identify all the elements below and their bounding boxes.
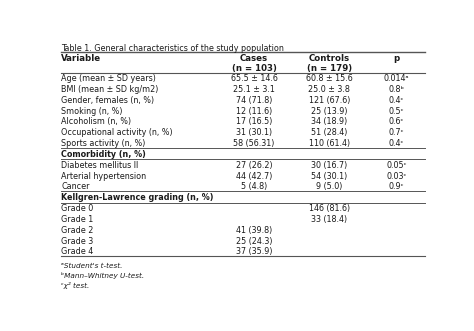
Text: 12 (11.6): 12 (11.6) [236, 107, 272, 116]
Text: 0.7ᶜ: 0.7ᶜ [389, 128, 404, 137]
Text: Occupational activity (n, %): Occupational activity (n, %) [61, 128, 173, 137]
Text: Comorbidity (n, %): Comorbidity (n, %) [61, 150, 146, 159]
Text: 60.8 ± 15.6: 60.8 ± 15.6 [306, 74, 353, 83]
Text: Alcoholism (n, %): Alcoholism (n, %) [61, 117, 131, 126]
Text: 25.0 ± 3.8: 25.0 ± 3.8 [308, 85, 350, 94]
Text: Sports activity (n, %): Sports activity (n, %) [61, 139, 146, 148]
Text: Grade 2: Grade 2 [61, 226, 93, 235]
Text: Cancer: Cancer [61, 182, 90, 191]
Text: 65.5 ± 14.6: 65.5 ± 14.6 [230, 74, 277, 83]
Text: Table 1. General characteristics of the study population: Table 1. General characteristics of the … [61, 44, 284, 53]
Text: 34 (18.9): 34 (18.9) [311, 117, 347, 126]
Text: Arterial hypertension: Arterial hypertension [61, 171, 146, 181]
Text: 17 (16.5): 17 (16.5) [236, 117, 272, 126]
Text: 51 (28.4): 51 (28.4) [311, 128, 347, 137]
Text: 27 (26.2): 27 (26.2) [236, 161, 272, 170]
Text: BMI (mean ± SD kg/m2): BMI (mean ± SD kg/m2) [61, 85, 158, 94]
Text: Grade 3: Grade 3 [61, 237, 93, 246]
Text: 25.1 ± 3.1: 25.1 ± 3.1 [233, 85, 275, 94]
Text: 0.5ᶜ: 0.5ᶜ [389, 107, 404, 116]
Text: 37 (35.9): 37 (35.9) [236, 247, 272, 256]
Text: 121 (67.6): 121 (67.6) [309, 96, 350, 105]
Text: 30 (16.7): 30 (16.7) [311, 161, 347, 170]
Text: 9 (5.0): 9 (5.0) [316, 182, 342, 191]
Text: p: p [393, 54, 400, 63]
Text: 5 (4.8): 5 (4.8) [241, 182, 267, 191]
Text: 0.4ᶜ: 0.4ᶜ [389, 96, 404, 105]
Text: Smoking (n, %): Smoking (n, %) [61, 107, 123, 116]
Text: 0.4ᶜ: 0.4ᶜ [389, 139, 404, 148]
Text: Cases
(n = 103): Cases (n = 103) [231, 54, 276, 73]
Text: Controls
(n = 179): Controls (n = 179) [307, 54, 352, 73]
Text: Grade 4: Grade 4 [61, 247, 93, 256]
Text: Grade 1: Grade 1 [61, 215, 93, 224]
Text: Age (mean ± SD years): Age (mean ± SD years) [61, 74, 156, 83]
Text: ᵃStudent's t-test.: ᵃStudent's t-test. [61, 263, 122, 269]
Text: 0.014ᵃ: 0.014ᵃ [383, 74, 409, 83]
Text: 0.8ᵇ: 0.8ᵇ [388, 85, 404, 94]
Text: 31 (30.1): 31 (30.1) [236, 128, 272, 137]
Text: ᵇMann–Whitney U-test.: ᵇMann–Whitney U-test. [61, 272, 144, 279]
Text: 33 (18.4): 33 (18.4) [311, 215, 347, 224]
Text: 0.03ᶜ: 0.03ᶜ [386, 171, 407, 181]
Text: 54 (30.1): 54 (30.1) [311, 171, 347, 181]
Text: 74 (71.8): 74 (71.8) [236, 96, 272, 105]
Text: Diabetes mellitus II: Diabetes mellitus II [61, 161, 138, 170]
Text: 25 (24.3): 25 (24.3) [236, 237, 272, 246]
Text: 0.9ᶜ: 0.9ᶜ [389, 182, 404, 191]
Text: Variable: Variable [61, 54, 101, 63]
Text: Kellgren-Lawrence grading (n, %): Kellgren-Lawrence grading (n, %) [61, 193, 214, 202]
Text: 0.6ᶜ: 0.6ᶜ [389, 117, 404, 126]
Text: 58 (56.31): 58 (56.31) [233, 139, 274, 148]
Text: 25 (13.9): 25 (13.9) [311, 107, 347, 116]
Text: 44 (42.7): 44 (42.7) [236, 171, 272, 181]
Text: Grade 0: Grade 0 [61, 205, 93, 213]
Text: 41 (39.8): 41 (39.8) [236, 226, 272, 235]
Text: ᶜχ² test.: ᶜχ² test. [61, 282, 89, 289]
Text: 0.05ᶜ: 0.05ᶜ [386, 161, 407, 170]
Text: 110 (61.4): 110 (61.4) [309, 139, 350, 148]
Text: 146 (81.6): 146 (81.6) [309, 205, 350, 213]
Text: Gender, females (n, %): Gender, females (n, %) [61, 96, 154, 105]
